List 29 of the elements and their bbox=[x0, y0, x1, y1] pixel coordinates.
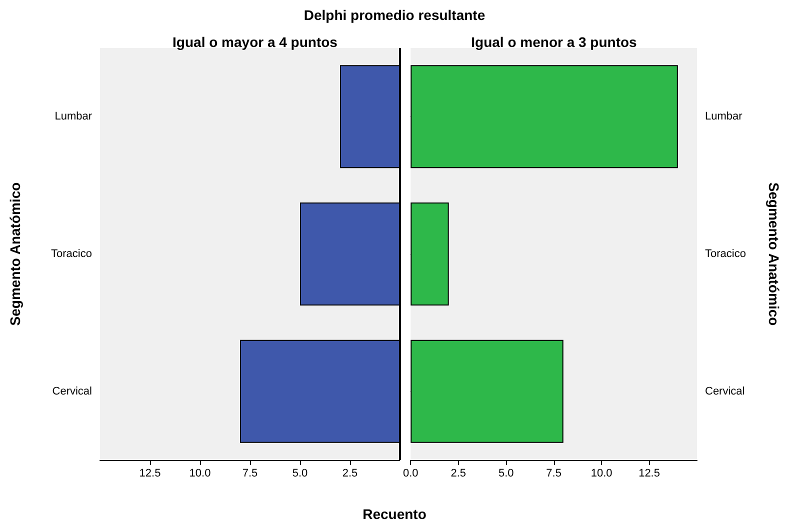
bar bbox=[240, 340, 400, 443]
y-tick-label: Toracico bbox=[705, 248, 746, 260]
bar bbox=[300, 202, 400, 306]
chart-subtitle: Igual o mayor a 4 puntos bbox=[172, 34, 338, 50]
y-tick-label: Toracico bbox=[51, 248, 92, 260]
bar bbox=[410, 340, 564, 443]
x-tick-label: 5.0 bbox=[498, 468, 514, 480]
x-tick-label: 7.5 bbox=[546, 468, 562, 480]
bar bbox=[410, 202, 449, 306]
y-axis-title: Segmento Anatómico bbox=[7, 182, 23, 326]
y-tick-label: Lumbar bbox=[705, 110, 743, 123]
bar bbox=[340, 65, 400, 168]
y-tick-label: Cervical bbox=[705, 385, 745, 398]
x-tick-label: 5.0 bbox=[292, 468, 308, 480]
x-tick-label: 12.5 bbox=[139, 468, 161, 480]
x-tick-label: 10.0 bbox=[189, 468, 211, 480]
x-tick-label: 12.5 bbox=[638, 468, 660, 480]
bar bbox=[410, 65, 678, 168]
x-tick-label: 2.5 bbox=[342, 468, 358, 480]
x-tick-label: 2.5 bbox=[450, 468, 466, 480]
x-axis-title: Recuento bbox=[362, 506, 428, 522]
x-tick-label: 0.0 bbox=[402, 468, 418, 480]
chart-title: Delphi promedio resultante bbox=[302, 7, 486, 23]
x-tick-label: 10.0 bbox=[590, 468, 612, 480]
x-tick-label: 7.5 bbox=[242, 468, 258, 480]
y-tick-label: Lumbar bbox=[54, 110, 92, 123]
y-tick-label: Cervical bbox=[52, 385, 92, 398]
y-axis-title: Segmento Anatómico bbox=[766, 182, 782, 326]
chart-subtitle: Igual o menor a 3 puntos bbox=[471, 34, 638, 50]
